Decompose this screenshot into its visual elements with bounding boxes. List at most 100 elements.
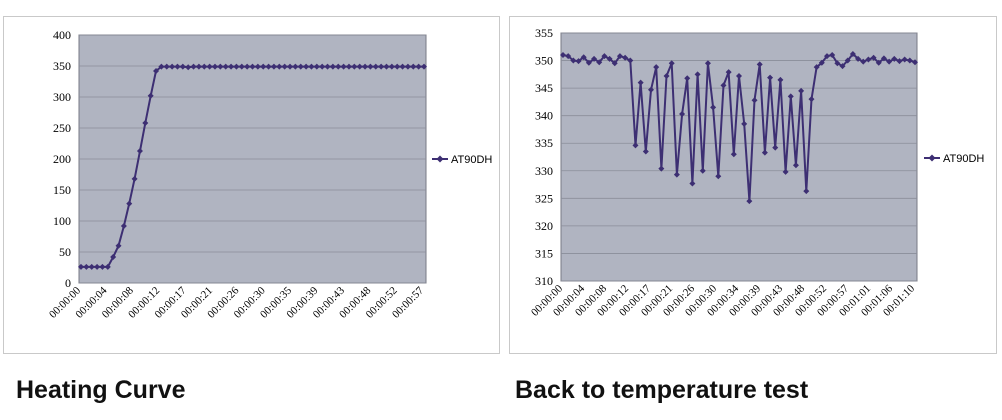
data-point [648,86,654,93]
data-point [131,175,138,182]
data-point [585,59,592,66]
data-point [875,59,882,66]
data-point [147,92,154,99]
data-point [591,55,598,62]
data-point [673,171,680,178]
data-point [896,58,903,65]
data-point [120,222,127,229]
data-point [580,54,587,61]
legend-label: AT90DH [451,154,492,166]
data-point [787,93,794,100]
data-point [642,148,649,155]
data-point [880,55,887,62]
data-point [632,142,639,149]
y-tick-label: 100 [53,214,71,228]
y-tick-label: 250 [53,121,71,135]
data-point [637,79,644,86]
data-point [803,188,810,195]
data-point [679,111,686,118]
data-point [663,72,670,79]
data-point [710,104,717,111]
y-tick-label: 350 [53,59,71,73]
data-point [684,75,691,82]
y-tick-label: 340 [535,109,553,123]
data-point [99,263,106,270]
data-point [906,57,913,64]
data-point [83,263,90,270]
data-point [756,61,763,68]
data-point [886,58,893,65]
data-point [88,263,95,270]
data-point [751,97,758,104]
data-point [839,63,846,70]
data-point [912,59,918,66]
data-point [622,54,629,61]
data-point [798,87,805,94]
data-point [849,50,856,57]
y-tick-label: 350 [535,54,553,68]
back-to-temperature-caption: Back to temperature test [515,376,809,404]
data-point [725,69,732,76]
data-point [870,54,877,61]
data-point [596,59,603,66]
y-tick-label: 325 [535,191,553,205]
data-point [627,57,634,64]
data-point [704,60,711,67]
back-to-temperature-chart: 310 315 320 325 330 335 340 345 350 355 00:00:00 00… [509,16,997,354]
y-tick-label: 320 [535,219,553,233]
data-point [767,74,774,81]
data-point [829,52,836,59]
y-tick-label: 315 [535,246,553,260]
data-point [792,162,799,169]
data-point [611,60,618,67]
data-point [741,120,748,127]
legend-label: AT90DH [943,153,984,165]
data-point [115,242,122,249]
data-point [901,56,908,63]
data-point [570,57,577,64]
y-tick-label: 300 [53,90,71,104]
data-point [104,263,111,270]
data-point [730,151,737,158]
data-point [699,167,706,174]
y-tick-label: 400 [53,28,71,42]
data-point [813,64,820,71]
data-point [560,52,566,59]
data-point [761,149,768,156]
y-tick-label: 50 [59,245,71,259]
data-point [865,56,872,63]
data-point [715,173,722,180]
back-to-temperature-plot: 31031532032533033534034535035500:00:0000… [529,26,984,319]
legend-marker [928,154,936,162]
data-point [689,180,696,187]
y-tick-label: 330 [535,164,553,178]
data-point [601,53,608,60]
data-point [126,200,133,207]
data-point [855,55,862,62]
data-point [720,82,727,89]
data-point [94,263,101,270]
data-point [844,57,851,64]
heating-curve-caption: Heating Curve [16,376,186,404]
heating-curve-chart: 0 50 100 150 200 250 300 350 400 00:00:00 00:00:04… [3,16,500,354]
data-point [777,76,784,83]
data-point [153,67,160,74]
data-point [824,53,830,60]
data-point [185,64,192,71]
y-tick-label: 310 [535,274,553,288]
data-point [736,72,742,79]
y-tick-label: 0 [65,276,71,290]
y-tick-label: 335 [535,136,553,150]
data-point [606,55,613,62]
data-point [78,263,84,270]
legend-marker [436,155,444,163]
data-point [668,60,675,67]
y-tick-label: 345 [535,81,553,95]
data-point [658,165,665,172]
data-point [694,71,701,78]
data-point [860,58,867,65]
y-tick-label: 200 [53,152,71,166]
data-point [808,96,815,103]
y-tick-label: 150 [53,183,71,197]
data-point [110,253,117,260]
